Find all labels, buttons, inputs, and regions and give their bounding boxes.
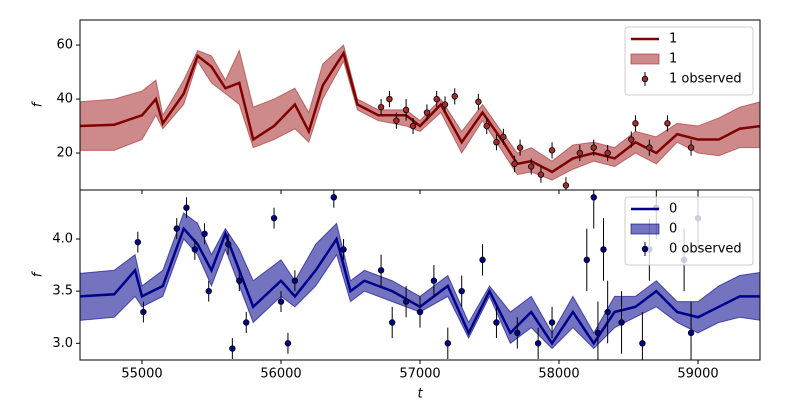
observed-point	[243, 319, 250, 326]
observed-point	[134, 238, 142, 246]
observed-point	[402, 106, 410, 114]
x-tick-label: 59000	[677, 367, 718, 382]
observed-point	[475, 98, 482, 105]
observed-point	[277, 298, 285, 305]
observed-point	[618, 319, 625, 326]
observed-point	[632, 120, 639, 127]
y-tick-label: 3.0	[52, 336, 73, 351]
observed-point	[646, 144, 653, 151]
y-tick-label: 20	[56, 146, 73, 161]
confidence-band	[80, 44, 760, 181]
observed-point	[444, 340, 452, 347]
observed-point	[548, 147, 556, 154]
x-tick-label: 56000	[260, 367, 301, 382]
observed-point	[604, 149, 611, 157]
observed-point	[534, 340, 542, 347]
observed-point	[291, 277, 299, 284]
observed-point	[340, 246, 347, 253]
observed-point	[458, 287, 465, 295]
observed-point	[393, 117, 400, 124]
observed-point	[576, 149, 584, 157]
observed-point	[191, 246, 199, 253]
plot-area	[80, 44, 760, 190]
observed-point	[479, 256, 486, 264]
observed-point	[409, 122, 417, 130]
observed-point	[562, 182, 570, 189]
confidence-band	[80, 212, 760, 350]
y-tick-label: 3.5	[52, 284, 73, 299]
observed-point	[600, 246, 607, 253]
observed-point	[430, 277, 438, 284]
observed-point	[433, 95, 440, 103]
y-tick-label: 60	[56, 38, 73, 53]
observed-point	[140, 308, 147, 316]
x-axis-label: t	[417, 387, 423, 400]
observed-point	[377, 267, 385, 274]
observed-point	[284, 340, 292, 347]
observed-point	[628, 136, 635, 143]
legend-label: 0	[669, 202, 677, 217]
legend-label: 0 observed	[669, 242, 742, 257]
observed-point	[377, 103, 385, 111]
observed-point	[236, 277, 243, 284]
observed-point	[173, 225, 180, 232]
observed-point	[183, 204, 190, 211]
observed-point	[528, 163, 535, 170]
observed-point	[224, 241, 232, 248]
observed-point	[441, 101, 449, 108]
observed-point	[537, 171, 545, 178]
observed-point	[205, 287, 212, 295]
legend-band	[630, 223, 660, 235]
observed-point	[516, 144, 524, 151]
legend-label: 0	[669, 222, 677, 237]
observed-point	[590, 194, 597, 201]
y-axis-label: f	[31, 270, 46, 277]
observed-point	[451, 93, 458, 100]
observed-point	[594, 329, 602, 337]
x-tick-label: 57000	[399, 367, 440, 382]
observed-point	[511, 160, 518, 168]
observed-point	[664, 120, 671, 127]
observed-point	[423, 109, 431, 116]
observed-point	[514, 329, 521, 337]
observed-point	[687, 329, 695, 337]
x-tick-label: 58000	[538, 367, 579, 382]
observed-point	[493, 319, 500, 326]
legend-point	[641, 245, 649, 253]
legend-label: 1 observed	[669, 72, 742, 87]
observed-point	[330, 194, 338, 201]
legend-label: 1	[669, 32, 677, 47]
legend-point	[641, 75, 649, 83]
observed-point	[229, 345, 236, 352]
legend-band	[630, 53, 660, 65]
observed-point	[402, 298, 410, 305]
observed-point	[386, 95, 393, 103]
observed-point	[388, 319, 396, 326]
observed-point	[590, 144, 597, 151]
observed-point	[500, 133, 507, 141]
observed-point	[687, 144, 695, 151]
y-tick-label: 4.0	[52, 232, 73, 247]
legend-label: 1	[669, 52, 677, 67]
legend-box	[624, 196, 754, 266]
observed-point	[483, 122, 490, 130]
y-tick-label: 40	[56, 92, 73, 107]
observed-point	[548, 319, 556, 326]
legend-box	[624, 26, 754, 96]
x-tick-label: 55000	[121, 367, 162, 382]
observed-point	[583, 256, 591, 264]
observed-point	[604, 308, 611, 316]
observed-point	[639, 340, 646, 347]
observed-point	[493, 139, 500, 146]
observed-point	[201, 230, 208, 238]
observed-point	[416, 308, 424, 316]
observed-point	[270, 214, 278, 222]
y-axis-label: f	[31, 100, 46, 107]
line	[80, 226, 760, 346]
